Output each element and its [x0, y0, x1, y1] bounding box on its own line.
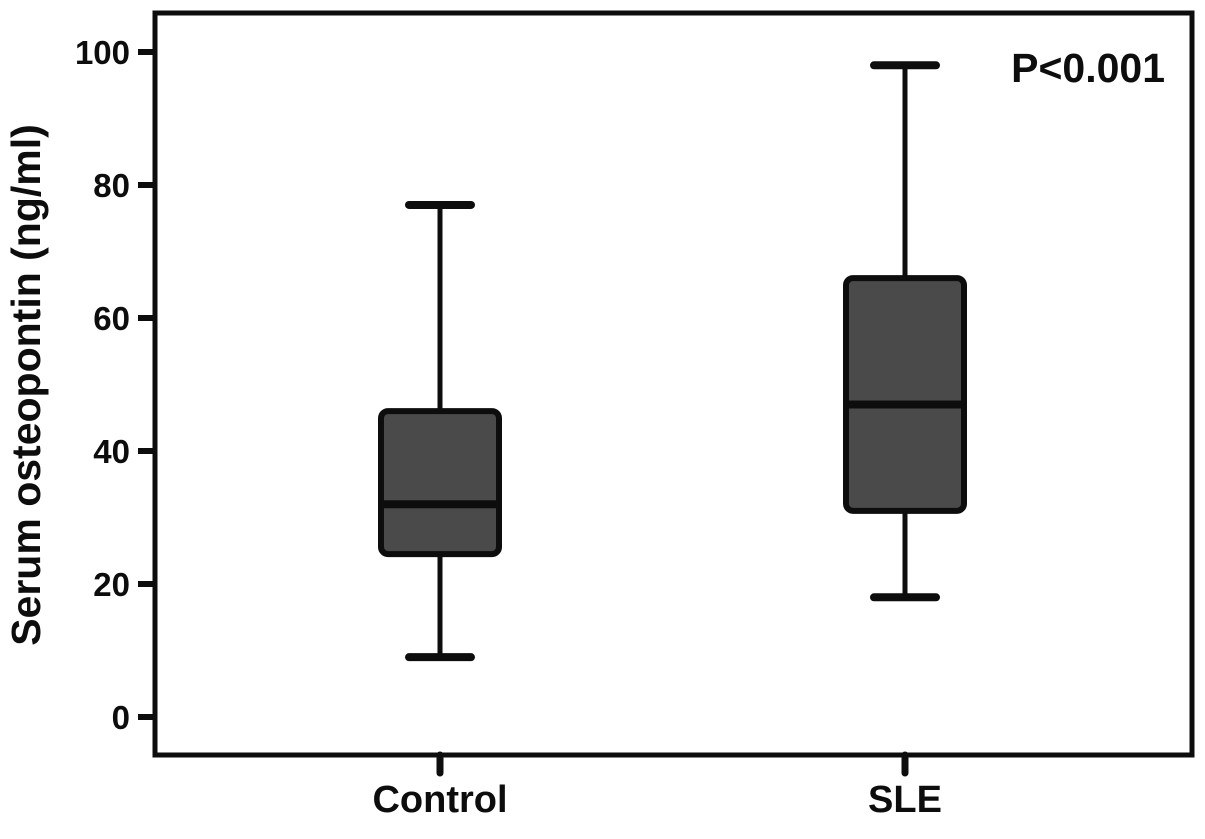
y-tick-label: 20 — [93, 566, 130, 603]
iqr-box — [378, 408, 502, 558]
y-axis-ticks: 0 20 40 60 80 100 — [75, 34, 155, 736]
x-category-label: Control — [372, 779, 507, 821]
y-axis-title: Serum osteopontin (ng/ml) — [3, 124, 49, 646]
y-tick-label: 100 — [75, 34, 130, 71]
y-tick-label: 40 — [93, 433, 130, 470]
iqr-box — [843, 275, 967, 514]
boxplot-control — [378, 200, 502, 662]
p-value-annotation: P<0.001 — [1011, 45, 1165, 91]
y-tick-label: 60 — [93, 300, 130, 337]
x-category-label: SLE — [868, 779, 942, 821]
x-axis-ticks: Control SLE — [372, 751, 942, 821]
y-tick-label: 80 — [93, 167, 130, 204]
boxplot-sle — [843, 61, 967, 602]
box-series — [378, 61, 967, 662]
y-tick-label: 0 — [112, 699, 130, 736]
plot-frame — [152, 10, 1195, 758]
